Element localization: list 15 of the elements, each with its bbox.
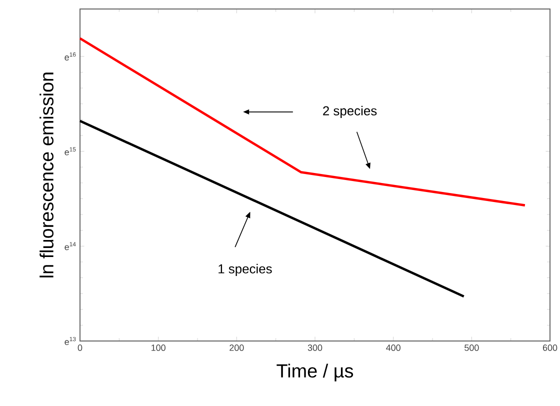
- annotation: 2 species: [323, 106, 377, 118]
- y-tick-label: e$^{15}$: [64, 147, 76, 156]
- y-tick-label: e$^{13}$: [64, 336, 76, 346]
- x-tick-label: 100: [152, 344, 166, 351]
- y-tick-label: e$^{16}$: [64, 52, 76, 60]
- x-tick-label: 400: [386, 344, 400, 351]
- x-tick-label: 300: [308, 344, 322, 351]
- x-tick-label: 200: [230, 344, 244, 351]
- x-tick-label: 600: [542, 344, 558, 351]
- x-tick-label: 0: [78, 344, 82, 351]
- x-axis-title: Time / µs: [276, 364, 354, 382]
- y-tick-label: e$^{14}$: [64, 242, 76, 250]
- y-axis-title: ln fluorescence emission: [40, 72, 54, 278]
- annotation: 1 species: [218, 264, 272, 276]
- x-tick-label: 500: [464, 344, 479, 351]
